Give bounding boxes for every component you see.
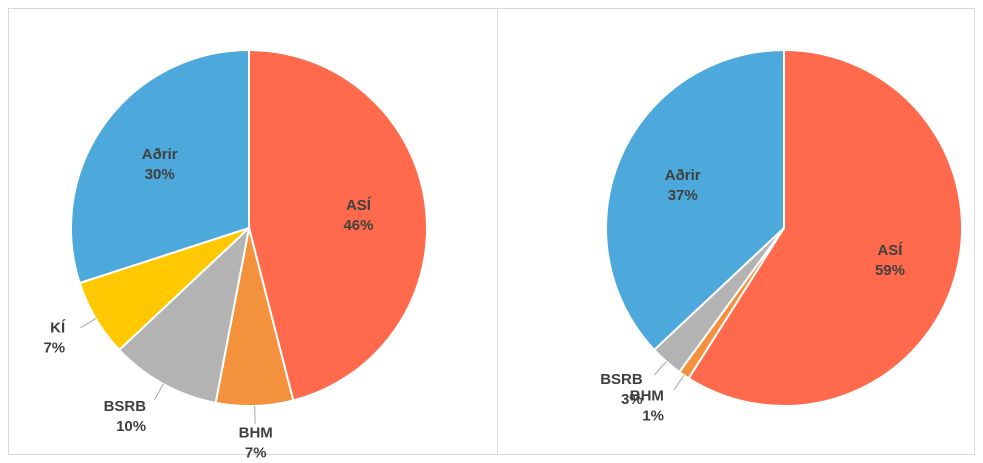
pie-slice (70, 48, 250, 285)
pie-slice (605, 48, 785, 352)
value-label: 3% (621, 391, 643, 408)
leader-line (154, 383, 164, 400)
leader-line (654, 361, 667, 376)
value-label: 37% (668, 187, 698, 204)
data-label: KÍ 7% (43, 320, 66, 357)
leader-line (254, 405, 256, 424)
data-label: BHM 7% (239, 424, 273, 461)
category-name: BHM (630, 388, 664, 405)
value-label: 59% (875, 262, 905, 279)
leader-line (673, 374, 685, 391)
category-name: Aðrir (665, 167, 701, 184)
value-label: 46% (343, 217, 373, 234)
value-label: 7% (245, 444, 267, 461)
value-label: 30% (145, 166, 175, 183)
leader-line (80, 318, 97, 329)
category-name: BHM (239, 424, 273, 441)
category-name: BSRB (104, 398, 147, 415)
data-label: BHM 1% (630, 388, 664, 425)
pie-slice (117, 225, 251, 405)
category-name: ASÍ (877, 242, 903, 259)
value-label: 10% (116, 418, 146, 435)
pie-slice (248, 48, 428, 402)
category-name: BSRB (600, 371, 643, 388)
data-label: Aðrir 37% (665, 167, 701, 204)
category-name: KÍ (50, 320, 66, 337)
data-label: BSRB 10% (104, 398, 147, 435)
value-label: 7% (43, 340, 65, 357)
data-label: Aðrir 30% (142, 146, 178, 183)
data-label: ASÍ 46% (343, 197, 373, 234)
pie-slice (687, 48, 963, 407)
frame (8, 8, 975, 455)
value-label: 1% (642, 408, 664, 425)
category-name: Aðrir (142, 146, 178, 163)
data-label: ASÍ 59% (875, 242, 905, 279)
data-label: BSRB 3% (600, 371, 643, 408)
category-name: ASÍ (346, 197, 372, 214)
